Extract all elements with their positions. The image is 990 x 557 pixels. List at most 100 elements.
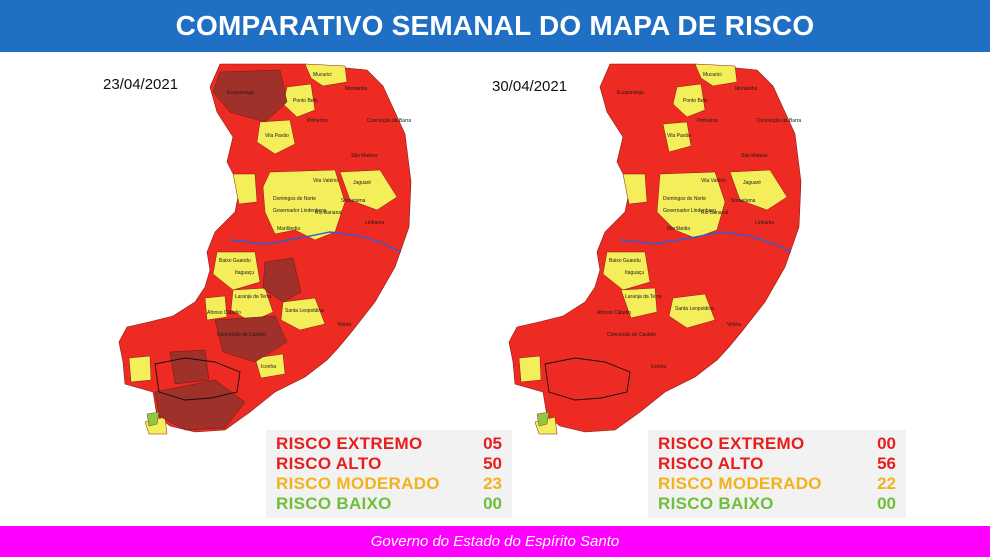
state-shape xyxy=(508,63,802,433)
legend-row-alto: RISCO ALTO 56 xyxy=(658,454,896,474)
town-rio-bananal: Rio Bananal xyxy=(315,210,342,216)
town-sao-mateus: São Mateus xyxy=(741,153,768,159)
town-mucurici: Mucurici xyxy=(703,72,722,78)
town-ponto-belo: Ponto Belo xyxy=(293,98,318,104)
town-vila-valerio: Vila Valério xyxy=(701,178,726,184)
zone-mucurici xyxy=(694,63,738,87)
legend-row-baixo: RISCO BAIXO 00 xyxy=(658,494,896,514)
legend-label-moderado: RISCO MODERADO xyxy=(658,474,822,493)
region-border xyxy=(544,357,631,401)
legend-row-extremo: RISCO EXTREMO 00 xyxy=(658,434,896,454)
town-santa-leopoldina: Santa Leopoldina xyxy=(675,306,714,312)
legend-label-baixo: RISCO BAIXO xyxy=(658,494,774,513)
map-date-left: 23/04/2021 xyxy=(103,76,179,93)
zone-vila-pavao xyxy=(256,119,296,155)
town-linhares: Linhares xyxy=(365,220,385,226)
zone-itaguacu xyxy=(262,257,302,303)
legend-value-moderado: 22 xyxy=(877,474,896,493)
town-iconha: Iconha xyxy=(651,364,666,370)
footer-text: Governo do Estado do Espírito Santo xyxy=(370,533,620,550)
town-itaguacu: Itaguaçu xyxy=(235,270,254,276)
zone-left-2 xyxy=(128,355,152,383)
town-pinheiros: Pinheiros xyxy=(697,118,718,124)
zone-presidente-kennedy xyxy=(536,411,550,427)
zone-jaguare xyxy=(729,169,788,211)
town-montanha: Montanha xyxy=(345,86,367,92)
moderate-zones xyxy=(128,63,398,435)
zone-central xyxy=(262,169,346,241)
zone-kaparao xyxy=(169,349,210,385)
risk-legend-right: RISCO EXTREMO 00 RISCO ALTO 56 RISCO MOD… xyxy=(648,430,906,518)
state-outline xyxy=(508,63,802,433)
town-vitoria: Vitória xyxy=(337,322,351,328)
town-pinheiros: Pinheiros xyxy=(307,118,328,124)
town-conceicao-castelo: Conceição do Castelo xyxy=(217,332,266,338)
zone-mucurici xyxy=(304,63,348,87)
legend-label-moderado: RISCO MODERADO xyxy=(276,474,440,493)
town-laranja-terra: Laranja da Terra xyxy=(625,294,662,300)
town-governador-lindenberg: Governador Lindenberg xyxy=(273,208,326,214)
town-jaguare: Jaguaré xyxy=(743,180,761,186)
town-sooretama: Sooretama xyxy=(341,198,366,204)
zone-central xyxy=(656,171,726,239)
zone-baixo-guandu xyxy=(212,251,261,291)
page-title-banner: COMPARATIVO SEMANAL DO MAPA DE RISCO xyxy=(0,0,990,52)
risk-map-left: Mucurici Ponto Belo Montanha Ecoporanga … xyxy=(118,63,412,435)
zone-left-1 xyxy=(204,295,228,321)
town-linhares: Linhares xyxy=(755,220,775,226)
legend-value-extremo: 05 xyxy=(483,434,502,453)
state-outline xyxy=(118,63,412,433)
legend-row-extremo: RISCO EXTREMO 05 xyxy=(276,434,502,454)
legend-label-baixo: RISCO BAIXO xyxy=(276,494,392,513)
footer-banner: Governo do Estado do Espírito Santo xyxy=(0,526,990,557)
legend-value-baixo: 00 xyxy=(483,494,502,513)
legend-row-moderado: RISCO MODERADO 23 xyxy=(276,474,502,494)
zone-left-2 xyxy=(518,355,542,383)
town-jaguare: Jaguaré xyxy=(353,180,371,186)
zone-south xyxy=(154,379,246,431)
legend-value-moderado: 23 xyxy=(483,474,502,493)
zone-baixo-guandu xyxy=(602,251,651,291)
zone-alto-rio-novo xyxy=(232,173,258,205)
region-line xyxy=(544,357,631,401)
baixo-zone xyxy=(146,411,160,427)
legend-label-alto: RISCO ALTO xyxy=(658,454,764,473)
town-afonso-claudio: Afonso Cláudio xyxy=(207,310,241,316)
town-labels: Mucurici Ponto Belo Montanha Ecoporanga … xyxy=(207,72,411,370)
town-vila-pavao: Vila Pavão xyxy=(667,133,691,139)
town-ecoporanga: Ecoporanga xyxy=(617,90,644,96)
zone-laranja xyxy=(620,287,658,319)
town-laranja-terra: Laranja da Terra xyxy=(235,294,272,300)
legend-value-alto: 50 xyxy=(483,454,502,473)
town-conceicao-castelo: Conceição do Castelo xyxy=(607,332,656,338)
town-vila-pavao: Vila Pavão xyxy=(265,133,289,139)
town-labels: Mucurici Ponto Belo Montanha Ecoporanga … xyxy=(597,72,801,370)
legend-row-moderado: RISCO MODERADO 22 xyxy=(658,474,896,494)
legend-label-alto: RISCO ALTO xyxy=(276,454,382,473)
town-vila-valerio: Vila Valério xyxy=(313,178,338,184)
legend-value-baixo: 00 xyxy=(877,494,896,513)
rio-doce-river xyxy=(229,231,402,253)
zone-santa-leopoldina xyxy=(280,297,326,331)
town-conceicao-barra: Conceição da Barra xyxy=(757,118,801,124)
page-title: COMPARATIVO SEMANAL DO MAPA DE RISCO xyxy=(175,10,815,41)
town-rio-bananal: Rio Bananal xyxy=(701,210,728,216)
town-mucurici: Mucurici xyxy=(313,72,332,78)
town-domingos-norte: Domingos do Norte xyxy=(273,196,316,202)
town-sao-mateus: São Mateus xyxy=(351,153,378,159)
zone-ecoporanga xyxy=(212,69,288,123)
moderate-zones xyxy=(518,63,788,435)
zone-jaguare xyxy=(339,169,398,211)
town-ponto-belo: Ponto Belo xyxy=(683,98,708,104)
zone-ponto-belo xyxy=(672,83,706,118)
zone-presidente-kennedy xyxy=(146,411,160,427)
town-afonso-claudio: Afonso Cláudio xyxy=(597,310,631,316)
zone-alto-rio-novo xyxy=(622,173,648,205)
legend-row-baixo: RISCO BAIXO 00 xyxy=(276,494,502,514)
zone-castelo xyxy=(214,315,288,363)
town-santa-leopoldina: Santa Leopoldina xyxy=(285,308,324,314)
legend-value-alto: 56 xyxy=(877,454,896,473)
town-marilandia: Marilândia xyxy=(277,226,300,232)
town-marilandia: Marilândia xyxy=(667,226,690,232)
baixo-zone xyxy=(536,411,550,427)
